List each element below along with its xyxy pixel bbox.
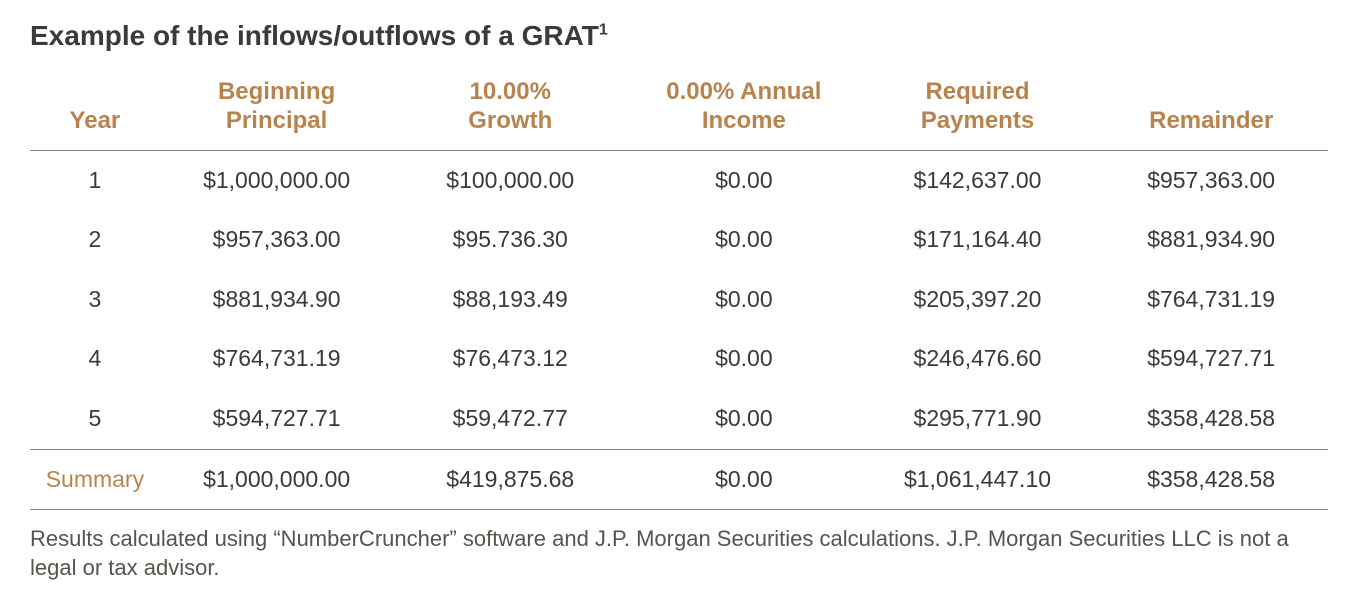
grat-table: Year BeginningPrincipal 10.00%Growth 0.0… bbox=[30, 70, 1328, 510]
cell-growth: $88,193.49 bbox=[393, 270, 627, 330]
summary-payments: $1,061,447.10 bbox=[861, 449, 1095, 509]
col-header-growth: 10.00%Growth bbox=[393, 70, 627, 150]
cell-year: 5 bbox=[30, 389, 160, 449]
cell-income: $0.00 bbox=[627, 210, 861, 270]
cell-principal: $1,000,000.00 bbox=[160, 150, 394, 210]
title-superscript: 1 bbox=[599, 22, 608, 39]
title-text: Example of the inflows/outflows of a GRA… bbox=[30, 20, 599, 51]
cell-year: 1 bbox=[30, 150, 160, 210]
cell-principal: $764,731.19 bbox=[160, 329, 394, 389]
cell-principal: $881,934.90 bbox=[160, 270, 394, 330]
col-header-principal: BeginningPrincipal bbox=[160, 70, 394, 150]
cell-income: $0.00 bbox=[627, 150, 861, 210]
cell-income: $0.00 bbox=[627, 389, 861, 449]
cell-growth: $95.736.30 bbox=[393, 210, 627, 270]
cell-year: 2 bbox=[30, 210, 160, 270]
table-header-row: Year BeginningPrincipal 10.00%Growth 0.0… bbox=[30, 70, 1328, 150]
cell-year: 4 bbox=[30, 329, 160, 389]
col-header-remainder: Remainder bbox=[1094, 70, 1328, 150]
col-header-payments: RequiredPayments bbox=[861, 70, 1095, 150]
cell-income: $0.00 bbox=[627, 270, 861, 330]
cell-payments: $171,164.40 bbox=[861, 210, 1095, 270]
table-row: 4 $764,731.19 $76,473.12 $0.00 $246,476.… bbox=[30, 329, 1328, 389]
cell-growth: $76,473.12 bbox=[393, 329, 627, 389]
cell-payments: $205,397.20 bbox=[861, 270, 1095, 330]
cell-remainder: $594,727.71 bbox=[1094, 329, 1328, 389]
cell-principal: $594,727.71 bbox=[160, 389, 394, 449]
summary-principal: $1,000,000.00 bbox=[160, 449, 394, 509]
summary-row: Summary $1,000,000.00 $419,875.68 $0.00 … bbox=[30, 449, 1328, 509]
footnote-text: Results calculated using “NumberCruncher… bbox=[30, 524, 1328, 583]
cell-payments: $246,476.60 bbox=[861, 329, 1095, 389]
cell-remainder: $881,934.90 bbox=[1094, 210, 1328, 270]
table-body: 1 $1,000,000.00 $100,000.00 $0.00 $142,6… bbox=[30, 150, 1328, 449]
cell-remainder: $957,363.00 bbox=[1094, 150, 1328, 210]
cell-income: $0.00 bbox=[627, 329, 861, 389]
summary-income: $0.00 bbox=[627, 449, 861, 509]
table-row: 3 $881,934.90 $88,193.49 $0.00 $205,397.… bbox=[30, 270, 1328, 330]
cell-principal: $957,363.00 bbox=[160, 210, 394, 270]
table-row: 5 $594,727.71 $59,472.77 $0.00 $295,771.… bbox=[30, 389, 1328, 449]
summary-label: Summary bbox=[30, 449, 160, 509]
col-header-year: Year bbox=[30, 70, 160, 150]
cell-growth: $100,000.00 bbox=[393, 150, 627, 210]
cell-payments: $295,771.90 bbox=[861, 389, 1095, 449]
cell-year: 3 bbox=[30, 270, 160, 330]
col-header-income: 0.00% AnnualIncome bbox=[627, 70, 861, 150]
cell-remainder: $358,428.58 bbox=[1094, 389, 1328, 449]
cell-growth: $59,472.77 bbox=[393, 389, 627, 449]
summary-growth: $419,875.68 bbox=[393, 449, 627, 509]
table-row: 2 $957,363.00 $95.736.30 $0.00 $171,164.… bbox=[30, 210, 1328, 270]
cell-payments: $142,637.00 bbox=[861, 150, 1095, 210]
table-row: 1 $1,000,000.00 $100,000.00 $0.00 $142,6… bbox=[30, 150, 1328, 210]
cell-remainder: $764,731.19 bbox=[1094, 270, 1328, 330]
page-title: Example of the inflows/outflows of a GRA… bbox=[30, 20, 1328, 52]
summary-remainder: $358,428.58 bbox=[1094, 449, 1328, 509]
